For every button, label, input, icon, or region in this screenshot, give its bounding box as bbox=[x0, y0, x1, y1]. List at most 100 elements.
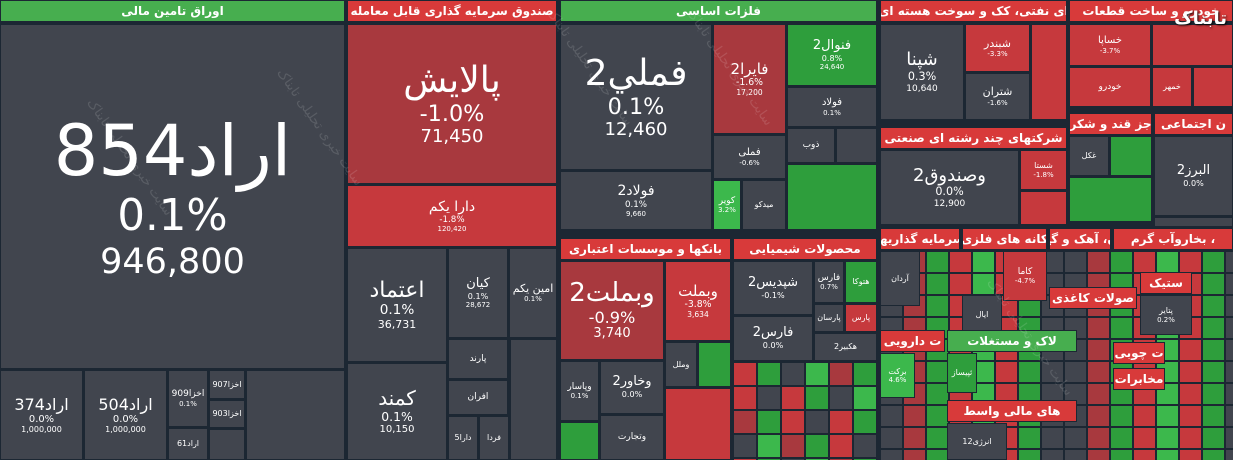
stock-tile: کاما -4.7% bbox=[1003, 251, 1047, 301]
filler-cell bbox=[1018, 361, 1041, 383]
stock-name: شستا bbox=[1034, 161, 1053, 171]
filler-cell bbox=[1133, 449, 1156, 460]
stock-name: اراد374 bbox=[14, 394, 69, 414]
stock-name: کمند bbox=[378, 386, 416, 411]
logo: تابناک bbox=[1174, 8, 1227, 29]
filler-cell bbox=[1110, 427, 1133, 449]
sector-header: ت چوبی bbox=[1113, 342, 1165, 364]
filler-cell bbox=[733, 362, 757, 386]
stock-tile: اراد504 0.0% 1,000,000 bbox=[84, 370, 167, 460]
filler-cell bbox=[733, 410, 757, 434]
filler-cell bbox=[829, 362, 853, 386]
stock-price: 9,660 bbox=[625, 209, 647, 218]
stock-tile: آردان bbox=[880, 251, 920, 306]
stock-tile: اراد374 0.0% 1,000,000 bbox=[0, 370, 83, 460]
stock-tile: غکل bbox=[1069, 136, 1109, 176]
sector-header: بانکها و موسسات اعتباری bbox=[560, 238, 731, 260]
filler-cell bbox=[209, 429, 245, 460]
stock-tile: وملل bbox=[665, 342, 697, 387]
stock-name: اراد61 bbox=[176, 439, 200, 449]
filler-cell bbox=[1202, 383, 1225, 405]
filler-cell bbox=[757, 434, 781, 458]
filler-cell bbox=[926, 251, 949, 273]
filler-cell bbox=[1202, 317, 1225, 339]
stock-name: فردا bbox=[486, 433, 502, 443]
stock-change: 0.1% bbox=[607, 93, 665, 120]
filler-cell bbox=[1156, 251, 1179, 273]
sector-header: ن، آهک و گچ bbox=[1049, 228, 1111, 250]
filler-cell bbox=[853, 458, 877, 460]
stock-change: 0.0% bbox=[621, 390, 643, 400]
stock-tile: شبندر -3.3% bbox=[965, 24, 1030, 72]
filler-cell bbox=[903, 449, 926, 460]
sector-header: صندوق سرمایه گذاری قابل معامله bbox=[347, 0, 557, 22]
stock-tile: فملی -0.6% bbox=[713, 135, 786, 179]
stock-change: -3.3% bbox=[987, 50, 1008, 59]
stock-change: 0.0% bbox=[762, 341, 784, 351]
filler-cell bbox=[1225, 295, 1233, 317]
stock-tile: شستا -1.8% bbox=[1020, 150, 1067, 190]
stock-tile: اخزا907 bbox=[209, 370, 245, 399]
stock-tile: پارس bbox=[845, 304, 877, 332]
filler-cell bbox=[1064, 427, 1087, 449]
filler-cell bbox=[853, 386, 877, 410]
stock-change: 0.1% bbox=[624, 199, 648, 210]
stock-tile: فردا bbox=[479, 416, 509, 460]
stock-price: 120,420 bbox=[437, 225, 467, 234]
filler-cell bbox=[903, 405, 926, 427]
filler-cell bbox=[853, 434, 877, 458]
stock-price: 10,640 bbox=[906, 83, 938, 94]
stock-tile: اخزا909 0.1% bbox=[168, 370, 208, 427]
stock-name: پتایر bbox=[1159, 306, 1173, 316]
filler-cell bbox=[1179, 361, 1202, 383]
stock-name: شبندر bbox=[984, 36, 1011, 50]
filler-cell bbox=[757, 410, 781, 434]
stock-tile: وبملت2 -0.9% 3,740 bbox=[560, 261, 664, 360]
stock-change: 0.1% bbox=[524, 295, 542, 304]
filler-cell bbox=[1018, 427, 1041, 449]
filler-cell bbox=[1202, 361, 1225, 383]
stock-change: -3.8% bbox=[684, 298, 712, 310]
stock-name: ذوب bbox=[802, 140, 820, 151]
sector-header: مخابرات bbox=[1113, 368, 1165, 390]
filler-cell bbox=[733, 434, 757, 458]
filler-cell bbox=[880, 405, 903, 427]
sector-header: ای نفتی، کک و سوخت هسته ای bbox=[880, 0, 1067, 22]
stock-tile: خودرو bbox=[1069, 67, 1151, 107]
stock-name: اخزا907 bbox=[212, 379, 242, 389]
filler-cell bbox=[1225, 361, 1233, 383]
stock-name: پارس bbox=[851, 313, 871, 323]
stock-name: فولاد bbox=[821, 97, 843, 109]
filler-cell bbox=[1154, 217, 1233, 227]
stock-change: 0.1% bbox=[467, 291, 489, 301]
stock-name: وملل bbox=[672, 359, 690, 369]
stock-name: اخزا909 bbox=[171, 389, 205, 400]
filler-cell bbox=[1202, 339, 1225, 361]
stock-tile: امین یکم 0.1% bbox=[509, 248, 557, 338]
filler-cell bbox=[805, 362, 829, 386]
filler-cell bbox=[1225, 383, 1233, 405]
stock-name: کویر bbox=[718, 195, 736, 206]
filler-cell bbox=[1225, 251, 1233, 273]
stock-change: 0.0% bbox=[112, 413, 139, 425]
stock-tile: دارا5 bbox=[448, 416, 478, 460]
stock-name: وتجارت bbox=[617, 432, 647, 443]
filler-cell bbox=[1179, 251, 1202, 273]
stock-tile: ثپیساز bbox=[947, 353, 977, 393]
filler-cell bbox=[1156, 427, 1179, 449]
filler-cell bbox=[805, 434, 829, 458]
stock-tile: کویر 3.2% bbox=[713, 180, 741, 230]
sector-header: محصولات شیمیایی bbox=[733, 238, 877, 260]
stock-tile: ذوب bbox=[787, 128, 835, 163]
filler-cell bbox=[926, 449, 949, 460]
filler-cell bbox=[1152, 24, 1233, 66]
filler-cell bbox=[1133, 427, 1156, 449]
stock-tile: فنوال2 0.8% 24,640 bbox=[787, 24, 877, 86]
stock-name: شپدیس2 bbox=[747, 274, 799, 290]
filler-cell bbox=[1179, 449, 1202, 460]
stock-tile: وپاسار 0.1% bbox=[560, 361, 599, 421]
stock-tile: فارس 0.7% bbox=[814, 261, 844, 303]
stock-tile: انرژی12 bbox=[947, 423, 1007, 460]
filler-cell bbox=[1110, 251, 1133, 273]
filler-cell bbox=[1225, 427, 1233, 449]
